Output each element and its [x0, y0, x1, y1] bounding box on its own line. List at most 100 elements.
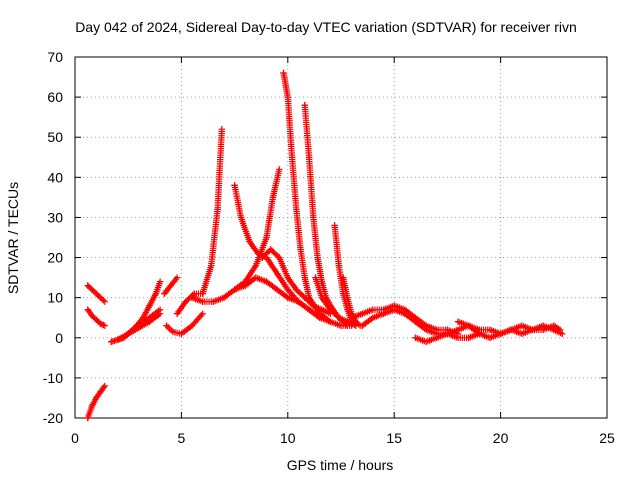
data-point — [188, 294, 196, 301]
series-trace — [163, 312, 205, 337]
data-point — [312, 274, 319, 281]
data-point — [182, 298, 189, 305]
data-point — [518, 330, 526, 337]
data-point — [178, 330, 185, 337]
data-point — [214, 206, 221, 213]
data-point — [293, 206, 300, 213]
y-tick-label: 50 — [47, 129, 63, 145]
x-tick-label: 25 — [599, 430, 615, 446]
data-point — [274, 286, 281, 293]
data-point — [231, 286, 238, 293]
series-trace-12 — [231, 274, 323, 321]
x-tick-label: 0 — [71, 430, 79, 446]
data-point — [274, 270, 281, 277]
plot-frame — [74, 56, 608, 419]
data-point — [146, 314, 153, 321]
data-point — [335, 262, 343, 269]
data-point — [210, 298, 217, 305]
data-point — [163, 322, 170, 329]
data-point — [297, 246, 304, 253]
x-tick-label: 5 — [178, 430, 186, 446]
data-point — [369, 306, 377, 313]
y-tick-label: 60 — [47, 89, 63, 105]
data-point — [88, 286, 96, 293]
data-point — [208, 262, 215, 269]
data-point — [359, 322, 366, 329]
data-point — [101, 382, 108, 390]
data-point — [173, 274, 181, 281]
data-point — [380, 310, 387, 317]
data-point — [337, 322, 345, 329]
data-point — [152, 290, 160, 297]
data-point — [108, 338, 115, 345]
data-point — [93, 290, 100, 297]
data-point — [301, 294, 308, 301]
data-point — [318, 294, 325, 301]
data-point — [454, 326, 462, 333]
y-tick-label: 40 — [47, 169, 63, 185]
data-point — [310, 214, 317, 221]
data-point — [199, 298, 206, 305]
data-point — [422, 338, 430, 345]
data-point — [422, 326, 430, 333]
series-trace — [454, 318, 564, 337]
data-point — [93, 316, 100, 323]
data-point — [284, 286, 291, 293]
data-point — [454, 334, 462, 341]
series-trace-6 — [125, 306, 164, 337]
data-point — [540, 322, 547, 329]
y-tick-label: -10 — [43, 370, 63, 386]
y-tick-label: -20 — [43, 410, 63, 426]
data-point — [156, 306, 164, 313]
x-axis-label: GPS time / hours — [287, 457, 394, 473]
data-point — [295, 298, 302, 305]
data-point — [301, 101, 308, 109]
data-point — [433, 334, 440, 341]
series-trace-10 — [188, 166, 283, 305]
data-point — [465, 322, 472, 329]
data-point — [84, 306, 91, 313]
series-trace-3 — [84, 306, 108, 329]
data-point — [280, 69, 287, 77]
data-point — [161, 290, 168, 297]
data-point — [486, 334, 494, 341]
data-point — [359, 310, 366, 317]
x-tick-label: 10 — [280, 430, 296, 446]
data-point — [263, 234, 270, 241]
data-point — [199, 310, 206, 317]
data-point — [199, 290, 206, 297]
data-point — [237, 214, 245, 221]
data-point — [167, 282, 174, 289]
series-trace — [173, 128, 225, 317]
y-tick-label: 0 — [55, 330, 63, 346]
data-point — [173, 310, 181, 317]
data-point — [369, 314, 377, 321]
data-point — [412, 318, 419, 325]
grid — [75, 57, 607, 418]
data-point — [335, 314, 343, 321]
data-point — [305, 154, 313, 161]
data-point — [101, 322, 108, 329]
data-point — [454, 318, 462, 325]
data-point — [344, 294, 351, 301]
data-point — [327, 306, 334, 313]
data-point — [352, 318, 360, 325]
data-point — [276, 166, 283, 173]
data-point — [476, 326, 483, 333]
data-point — [444, 330, 451, 337]
data-point — [114, 336, 121, 343]
y-axis-label: SDTVAR / TECUs — [5, 182, 21, 294]
data-point — [550, 326, 557, 333]
series-trace-19 — [348, 302, 462, 337]
data-point — [391, 306, 398, 313]
data-point — [146, 302, 153, 309]
data-point — [84, 282, 91, 289]
data-point — [331, 222, 338, 229]
data-point — [412, 334, 419, 341]
series-trace-2 — [84, 282, 108, 305]
data-point — [269, 194, 277, 201]
data-point — [101, 298, 108, 305]
data-point — [293, 286, 300, 293]
data-point — [284, 93, 291, 101]
